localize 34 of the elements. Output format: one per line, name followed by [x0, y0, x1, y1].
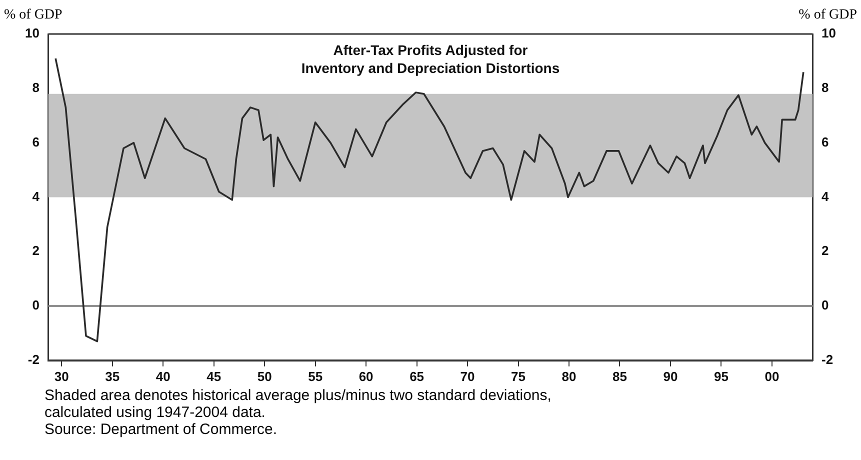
y-tick-label: 10 — [24, 26, 40, 41]
y-tick-label: 4 — [32, 188, 40, 204]
text: Shaded area denotes historical average plus/minus two standard deviations, calculated using 1947-2004 data. — [44, 387, 552, 422]
x-tick-label: 80 — [562, 368, 576, 384]
y2-tick-label: 8 — [822, 80, 829, 95]
y-axis-title: % of GDP — [4, 8, 63, 23]
x-tick-label: 40 — [156, 368, 170, 384]
x-tick-label: 85 — [612, 368, 627, 384]
x-tick-label: 95 — [714, 368, 728, 384]
x-tick-label: 90 — [663, 368, 678, 384]
y2-tick-label: 2 — [822, 243, 829, 258]
x-tick-label: 65 — [410, 368, 424, 384]
y-tick-label: -2 — [28, 352, 40, 367]
x-tick-label: 55 — [308, 368, 323, 384]
x-tick-label: 35 — [105, 368, 120, 384]
x-tick-label: 00 — [764, 368, 780, 384]
y-tick-label: 2 — [32, 243, 40, 258]
y2-axis-title: % of GDP — [798, 8, 858, 23]
y2-tick-label: 10 — [822, 26, 836, 41]
x-tick-label: 30 — [54, 368, 69, 384]
y2-tick-label: -2 — [822, 352, 834, 367]
x-tick-label: 50 — [257, 368, 272, 384]
y2-tick-label: 6 — [822, 134, 829, 150]
y-tick-label: 6 — [32, 134, 40, 150]
x-tick-label: 60 — [358, 368, 374, 384]
text: After-Tax Profits Adjusted for Inventory and Depreciation Distortions — [301, 42, 560, 76]
y2-tick-label: 4 — [822, 188, 830, 204]
x-tick-label: 70 — [460, 368, 475, 384]
source-note: Source: Department of Commerce. — [44, 421, 278, 438]
y2-tick-label: 0 — [822, 298, 829, 313]
y-tick-label: 8 — [32, 80, 40, 95]
y-tick-label: 0 — [32, 298, 40, 313]
x-tick-label: 75 — [511, 368, 526, 384]
x-tick-label: 45 — [206, 368, 222, 384]
